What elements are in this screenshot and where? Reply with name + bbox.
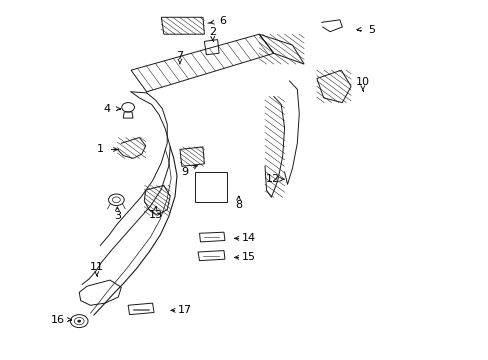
Text: 12: 12: [265, 174, 279, 184]
Text: 3: 3: [114, 211, 121, 221]
Text: 2: 2: [209, 27, 216, 37]
Text: 5: 5: [367, 24, 374, 35]
Text: 1: 1: [97, 144, 103, 154]
Text: 9: 9: [181, 167, 188, 177]
Text: 10: 10: [355, 77, 369, 87]
Text: 6: 6: [219, 16, 225, 26]
Text: 7: 7: [176, 51, 183, 61]
Text: 16: 16: [51, 315, 64, 325]
Text: 14: 14: [241, 233, 255, 243]
Text: 15: 15: [241, 252, 255, 262]
Text: 8: 8: [235, 200, 242, 210]
Text: 17: 17: [178, 305, 191, 315]
Text: 4: 4: [103, 104, 110, 114]
Circle shape: [78, 320, 81, 322]
Text: 13: 13: [148, 210, 162, 220]
Text: 11: 11: [90, 262, 103, 272]
